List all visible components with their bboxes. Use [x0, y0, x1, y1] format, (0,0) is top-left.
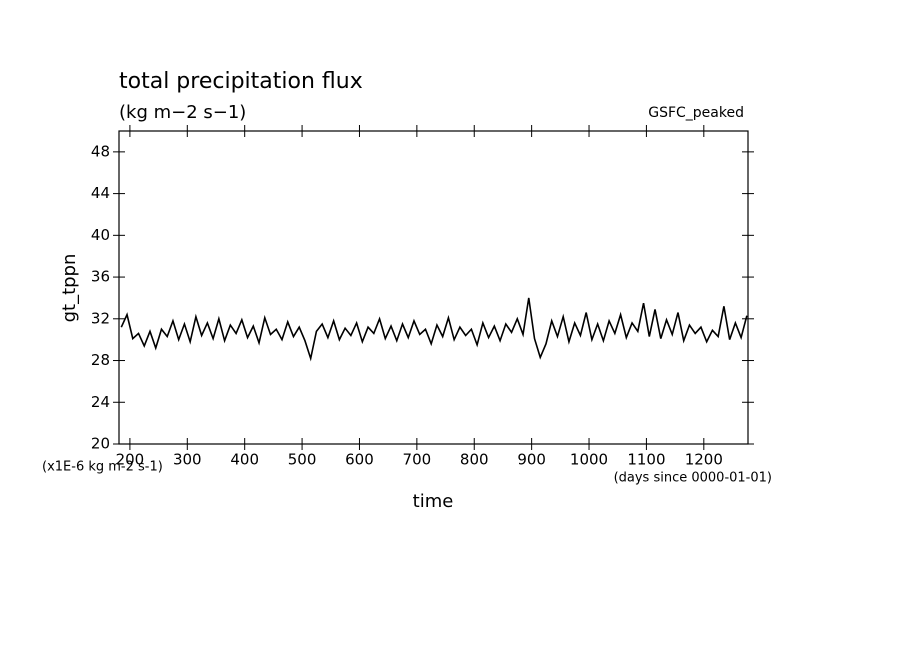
y-tick-label: 48 [91, 142, 110, 160]
data-line [120, 297, 748, 362]
x-tick-label: 1200 [685, 451, 723, 469]
x-tick-label: 500 [288, 451, 317, 469]
y-tick-label: 32 [91, 309, 110, 327]
y-tick-label: 20 [91, 435, 110, 453]
x-tick-label: 300 [173, 451, 202, 469]
y-tick-label: 40 [91, 226, 110, 244]
x-tick-label: 1100 [627, 451, 665, 469]
y-units: (x1E-6 kg m-2 s-1) [42, 460, 163, 475]
x-tick-label: 400 [230, 451, 259, 469]
x-tick-label: 1000 [570, 451, 608, 469]
x-tick-label: 900 [517, 451, 546, 469]
plot-frame [118, 130, 749, 445]
x-tick-label: 800 [460, 451, 489, 469]
annotation: GSFC_peaked [648, 105, 744, 121]
y-tick-label: 44 [91, 184, 110, 202]
y-tick-label: 28 [91, 351, 110, 369]
x-axis-label: time [413, 491, 454, 512]
y-axis-label: gt_tppn [59, 254, 80, 323]
x-tick-label: 600 [345, 451, 374, 469]
y-tick-label: 24 [91, 393, 110, 411]
y-tick-label: 36 [91, 268, 110, 286]
x-tick-label: 700 [403, 451, 432, 469]
x-units: (days since 0000-01-01) [614, 471, 772, 486]
chart-subtitle: (kg m−2 s−1) [119, 102, 246, 123]
chart-title: total precipitation flux [119, 69, 363, 94]
x-tick-label: 200 [116, 451, 145, 469]
